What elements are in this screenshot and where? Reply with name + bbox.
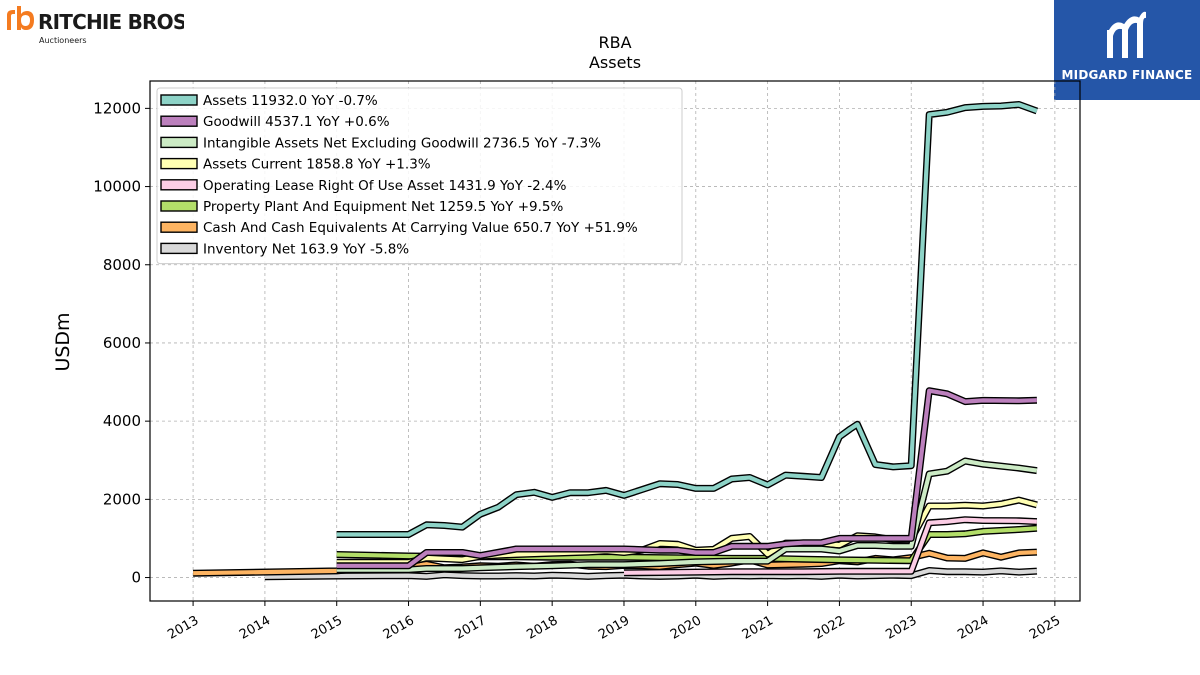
- series-line: [336, 458, 1038, 572]
- series-inventory-net: [264, 567, 1038, 581]
- legend-label: Inventory Net 163.9 YoY -5.8%: [203, 241, 409, 257]
- chart-subtitle: Assets: [589, 53, 641, 72]
- series-line: [336, 102, 1038, 537]
- x-tick-label: 2023: [883, 613, 919, 643]
- legend-label: Goodwill 4537.1 YoY +0.6%: [203, 114, 390, 130]
- legend-swatch: [160, 200, 198, 212]
- y-tick-label: 0: [131, 569, 141, 587]
- series-layer: [193, 101, 1039, 581]
- legend-item: Inventory Net 163.9 YoY -5.8%: [160, 241, 409, 257]
- x-tick-label: 2016: [381, 613, 417, 643]
- series-line: [264, 568, 1038, 579]
- y-tick-label: 4000: [103, 412, 141, 430]
- midgard-brand-text: MIDGARD FINANCE: [1061, 68, 1193, 82]
- x-tick-label: 2021: [740, 613, 776, 643]
- legend-swatch: [160, 221, 198, 233]
- x-tick-label: 2019: [596, 613, 632, 643]
- y-axis-label: USDm: [52, 312, 74, 371]
- ritchie-bros-logo-mark: RITCHIE BROS. Auctioneers: [7, 6, 194, 45]
- x-tick-label: 2020: [668, 613, 704, 643]
- x-tick-label: 2017: [453, 613, 489, 643]
- svg-text:RITCHIE BROS.: RITCHIE BROS.: [38, 10, 184, 34]
- y-tick-label: 6000: [103, 334, 141, 352]
- series-goodwill: [336, 387, 1038, 570]
- legend-swatch: [160, 179, 198, 191]
- legend-label: Assets 11932.0 YoY -0.7%: [203, 93, 378, 109]
- x-tick-label: 2013: [165, 613, 201, 643]
- series-line: [336, 388, 1037, 568]
- x-tick-label: 2014: [237, 613, 273, 643]
- y-tick-label: 2000: [103, 490, 141, 508]
- legend-label: Operating Lease Right Of Use Asset 1431.…: [203, 178, 567, 194]
- legend-swatch: [160, 157, 198, 170]
- legend-swatch: [160, 94, 198, 106]
- y-tick-label: 12000: [93, 99, 141, 117]
- legend-label: Intangible Assets Net Excluding Goodwill…: [203, 135, 601, 151]
- legend-label: Property Plant And Equipment Net 1259.5 …: [203, 199, 563, 215]
- x-tick-label: 2022: [812, 613, 848, 643]
- y-axis-ticks: 0 2000 4000 6000 8000 10000 12000: [93, 99, 150, 587]
- legend-swatch: [160, 115, 198, 127]
- y-tick-label: 8000: [103, 256, 141, 274]
- y-tick-label: 10000: [93, 178, 141, 196]
- legend-swatch: [160, 136, 198, 149]
- legend-item: Assets 11932.0 YoY -0.7%: [160, 93, 378, 109]
- x-axis-ticks: 2013 2014 2015 2016 2017 2018 2019 2020 2021 2022…: [165, 601, 1063, 643]
- legend-item: Property Plant And Equipment Net 1259.5 …: [160, 199, 563, 215]
- legend-item: Goodwill 4537.1 YoY +0.6%: [160, 114, 390, 130]
- midgard-finance-logo: MIDGARD FINANCE: [1054, 0, 1200, 100]
- legend-item: Intangible Assets Net Excluding Goodwill…: [160, 135, 601, 151]
- legend-box: [156, 87, 683, 265]
- series-assets: [336, 101, 1039, 538]
- legend-label: Assets Current 1858.8 YoY +1.3%: [203, 157, 431, 173]
- legend-swatch: [160, 242, 198, 255]
- legend-item: Cash And Cash Equivalents At Carrying Va…: [160, 220, 638, 236]
- plot-frame: [149, 80, 1081, 602]
- series-intangible-assets-net-excluding-goodwill: [336, 457, 1038, 574]
- legend: Assets 11932.0 YoY -0.7% Goodwill 4537.1 …: [156, 87, 683, 265]
- svg-text:Auctioneers: Auctioneers: [39, 36, 87, 45]
- x-tick-label: 2015: [309, 613, 345, 643]
- series-line: [623, 517, 1037, 575]
- midgard-logo-icon: [1107, 11, 1146, 58]
- series-outline: [336, 387, 1038, 570]
- legend-label: Cash And Cash Equivalents At Carrying Va…: [203, 220, 638, 236]
- ritchie-bros-logo: RITCHIE BROS. Auctioneers: [4, 4, 194, 48]
- x-tick-label: 2024: [955, 613, 991, 643]
- x-tick-label: 2025: [1027, 613, 1063, 643]
- chart-title: RBA: [598, 33, 631, 52]
- x-tick-label: 2018: [524, 613, 560, 643]
- legend-item: Assets Current 1858.8 YoY +1.3%: [160, 157, 431, 173]
- series-operating-lease-right-of-use-asset: [623, 516, 1038, 577]
- legend-item: Operating Lease Right Of Use Asset 1431.…: [160, 178, 567, 194]
